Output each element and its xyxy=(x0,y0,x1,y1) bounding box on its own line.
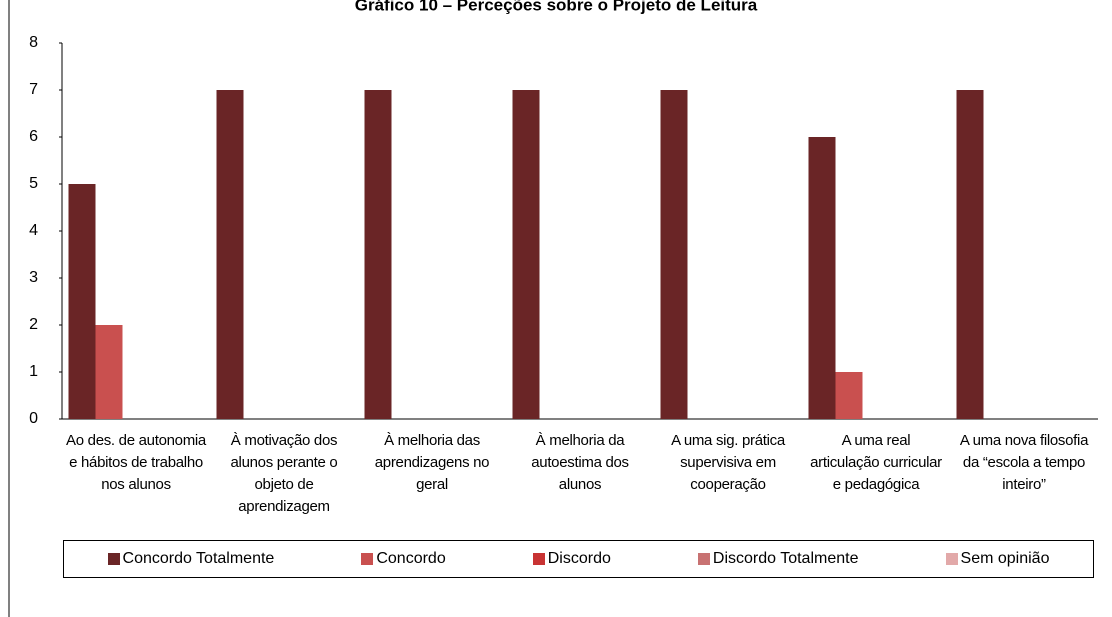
legend-swatch xyxy=(945,553,958,565)
x-tick-label: À melhoria da autoestima dos alunos xyxy=(531,432,629,493)
y-tick-label: 3 xyxy=(29,269,38,286)
legend: Concordo Totalmente Concordo Discordo Disco… xyxy=(63,540,1094,578)
x-tick-label: À melhoria das aprendizagens no geral xyxy=(374,432,490,493)
y-tick-label: 8 xyxy=(29,34,38,51)
legend-swatch xyxy=(107,553,120,565)
x-tick-label: A uma nova filosofia da “escola a tempo … xyxy=(959,432,1089,493)
y-tick-label: 2 xyxy=(29,316,38,333)
legend-label: Concordo xyxy=(376,550,446,567)
y-tick-label: 5 xyxy=(29,175,38,192)
y-tick-label: 0 xyxy=(29,410,38,427)
y-tick-label: 1 xyxy=(29,363,38,380)
bar xyxy=(808,137,836,419)
legend-label: Discordo Totalmente xyxy=(712,550,859,567)
legend-label: Sem opinião xyxy=(960,550,1050,567)
legend-swatch xyxy=(361,553,374,565)
bar xyxy=(68,184,96,419)
legend-label: Discordo xyxy=(547,550,611,567)
y-tick-label: 7 xyxy=(29,81,38,98)
legend-item: Discordo Totalmente xyxy=(697,550,859,568)
chart-title: Gráfico 10 – Perceções sobre o Projeto d… xyxy=(355,0,758,14)
bar xyxy=(95,325,123,419)
bar xyxy=(956,90,984,419)
x-tick-label: Ao des. de autonomia e hábitos de trabal… xyxy=(66,432,206,493)
x-tick-label: À motivação dos alunos perante o objeto … xyxy=(230,432,338,515)
y-tick-label: 6 xyxy=(29,128,38,145)
legend-label: Concordo Totalmente xyxy=(122,550,275,567)
legend-swatch xyxy=(532,553,545,565)
x-tick-label: A uma real articulação curricular e peda… xyxy=(810,432,942,493)
legend-item: Sem opinião xyxy=(945,550,1050,568)
bar xyxy=(835,372,863,419)
x-tick-label: A uma sig. prática supervisiva em cooper… xyxy=(671,432,785,493)
legend-item: Concordo Totalmente xyxy=(107,550,275,568)
bar xyxy=(660,90,688,419)
legend-swatch xyxy=(697,553,710,565)
legend-item: Discordo xyxy=(532,550,611,568)
bar xyxy=(364,90,392,419)
bar xyxy=(216,90,244,419)
legend-item: Concordo xyxy=(361,550,446,568)
y-tick-label: 4 xyxy=(29,222,38,239)
bar xyxy=(512,90,540,419)
